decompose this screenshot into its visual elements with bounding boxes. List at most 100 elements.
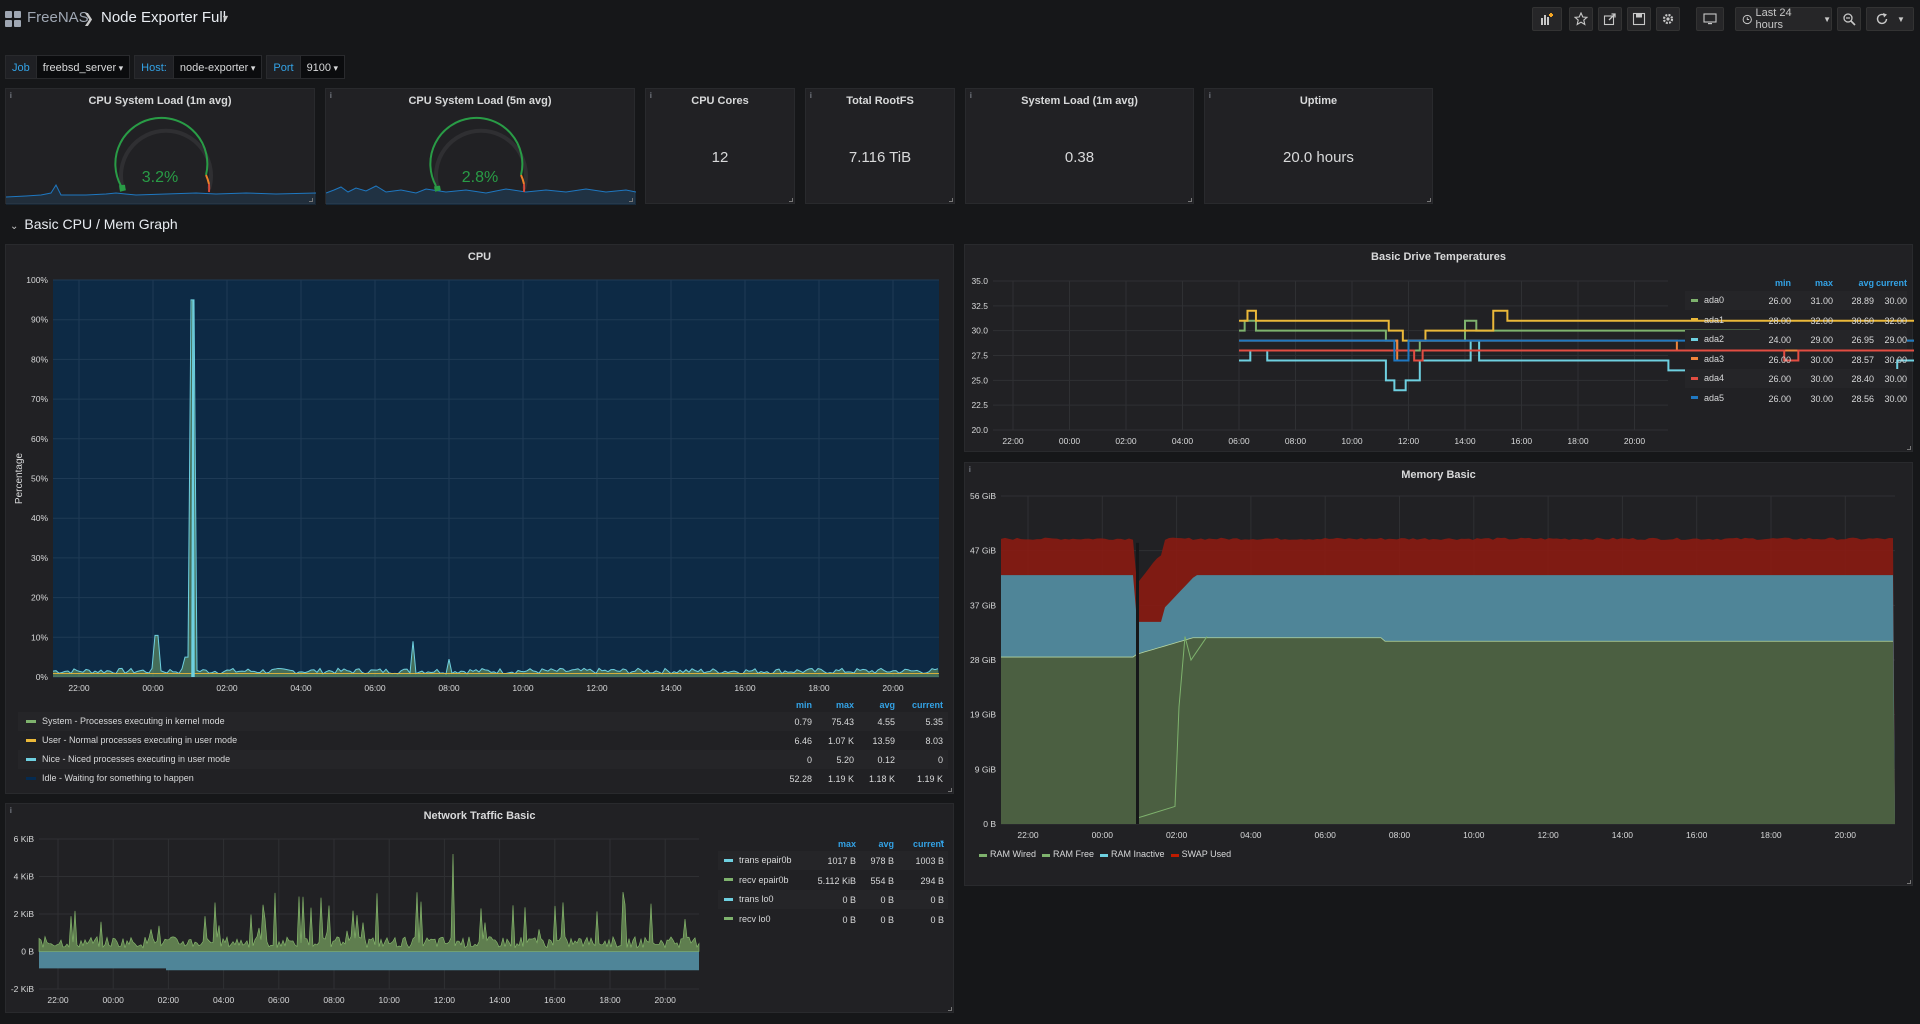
legend-label: ada3 — [1704, 353, 1725, 364]
refresh-button[interactable]: ▼ — [1866, 7, 1914, 31]
legend-item-ada1[interactable]: ada1 — [1691, 311, 1901, 329]
legend-header-min[interactable]: min — [795, 700, 812, 710]
y-tick-label: 35.0 — [971, 276, 988, 286]
legend-max: 30.00 — [1810, 393, 1833, 404]
x-tick-label: 00:00 — [1059, 436, 1081, 446]
legend-current: 30.00 — [1884, 354, 1907, 365]
legend-current: 32.00 — [1884, 315, 1907, 326]
panel-info-icon: i — [969, 465, 971, 474]
x-tick-label: 14:00 — [660, 683, 682, 693]
variable-port[interactable]: Port 9100 — [266, 55, 346, 79]
breadcrumb-app[interactable]: FreeNAS — [27, 9, 89, 26]
panel-title: CPU System Load (5m avg) — [408, 95, 552, 107]
time-range-picker[interactable]: Last 24 hours ▼ — [1735, 7, 1832, 31]
legend-label: ada4 — [1704, 373, 1725, 383]
zoom-out-icon — [1843, 13, 1856, 26]
legend-swatch — [1100, 854, 1109, 857]
tv-mode-button[interactable] — [1696, 7, 1724, 31]
dashboard-caret-icon[interactable]: ▼ — [221, 13, 230, 23]
x-tick-label: 16:00 — [544, 995, 566, 1005]
legend-swatch — [26, 719, 36, 723]
memory-basic-panel[interactable]: i Memory Basic 56 GiB 47 GiB 37 GiB 28 GiB 1… — [964, 462, 1913, 886]
legend-header-max[interactable]: max — [837, 839, 856, 849]
add-panel-button[interactable] — [1532, 7, 1562, 31]
y-tick-label: 0 B — [21, 947, 34, 957]
legend-item-user[interactable]: User - Normal processes executing in use… — [26, 731, 946, 749]
stat-panel-total-rootfs[interactable]: i Total RootFS 7.116 TiB — [805, 88, 955, 204]
legend-swatch — [724, 897, 733, 901]
legend-item-ada4[interactable]: ada4 — [1691, 369, 1901, 387]
legend-item-swap-used[interactable]: SWAP Used — [1170, 849, 1231, 859]
network-traffic-panel[interactable]: i Network Traffic Basic 6 KiB 4 KiB 2 KiB 0… — [5, 803, 954, 1013]
network-chart: 6 KiB 4 KiB 2 KiB 0 B -2 KiB 22:00 00:00 02:00 0… — [11, 834, 948, 1005]
legend-avg: 28.89 — [1851, 296, 1874, 306]
legend-min: 24.00 — [1768, 335, 1791, 345]
legend-item-ada3[interactable]: ada3 — [1691, 350, 1901, 368]
legend-item-ram-free[interactable]: RAM Free — [1042, 849, 1094, 859]
variable-job[interactable]: Job freebsd_server — [5, 55, 131, 79]
legend-item-ada5[interactable]: ada5 — [1691, 389, 1901, 407]
y-tick-label: 70% — [31, 394, 48, 404]
legend-header-avg[interactable]: avg — [878, 839, 894, 849]
dashboards-grid-icon[interactable] — [5, 11, 21, 27]
x-tick-label: 12:00 — [1398, 436, 1420, 446]
x-tick-label: 08:00 — [1285, 436, 1307, 446]
variable-host[interactable]: Host: node-exporter — [134, 55, 263, 79]
legend-item-nice[interactable]: Nice - Niced processes executing in user… — [26, 750, 946, 768]
share-button[interactable] — [1598, 7, 1622, 31]
variable-host-value[interactable]: node-exporter — [173, 55, 263, 79]
star-button[interactable] — [1569, 7, 1593, 31]
panel-title: Basic Drive Temperatures — [1371, 251, 1506, 263]
variable-job-label: Job — [5, 55, 37, 79]
legend-header-max[interactable]: max — [835, 700, 854, 710]
variable-job-value[interactable]: freebsd_server — [36, 55, 131, 79]
legend-label: Idle - Waiting for something to happen — [42, 773, 194, 783]
legend-label: trans epair0b — [739, 855, 792, 865]
x-tick-label: 04:00 — [1240, 830, 1262, 840]
stat-panel-uptime[interactable]: i Uptime 20.0 hours — [1204, 88, 1433, 204]
drive-temperatures-panel[interactable]: Basic Drive Temperatures 35.0 32.5 30.0 27.… — [964, 244, 1914, 452]
legend-item-trans-lo0[interactable]: trans lo0 — [724, 890, 944, 908]
legend-avg: 28.56 — [1851, 393, 1874, 404]
row-header-basic-cpu-mem[interactable]: ⌄ Basic CPU / Mem Graph — [10, 216, 178, 232]
legend-item-ada0[interactable]: ada0 — [1691, 291, 1901, 309]
x-tick-label: 02:00 — [216, 683, 238, 693]
resize-handle — [629, 198, 633, 202]
legend-current: 8.03 — [925, 736, 943, 746]
legend-header-min[interactable]: min — [1774, 278, 1791, 288]
legend-header-current[interactable]: current — [1875, 278, 1907, 288]
x-tick-label: 18:00 — [1567, 436, 1589, 446]
x-tick-label: 12:00 — [434, 995, 456, 1005]
legend-item-system[interactable]: System - Processes executing in kernel m… — [26, 712, 946, 730]
legend-item-ram-wired[interactable]: RAM Wired — [979, 849, 1036, 859]
variable-port-value[interactable]: 9100 — [300, 55, 346, 79]
legend-header-current[interactable]: current — [911, 700, 943, 710]
legend-min: 52.28 — [789, 774, 812, 784]
legend-min: 28.00 — [1768, 315, 1791, 326]
stat-panel-cpu-cores[interactable]: i CPU Cores 12 — [645, 88, 795, 204]
legend-item-idle[interactable]: Idle - Waiting for something to happen — [26, 769, 946, 787]
gauge-panel-cpu-load-1m[interactable]: i CPU System Load (1m avg) 3.2% — [5, 88, 316, 205]
y-axis-label: Percentage — [14, 452, 25, 504]
cpu-graph-panel[interactable]: CPU 100% 90% 80% 70% 60% 50% 40% 30% 20% 10% 0% 22:… — [5, 244, 954, 794]
zoom-out-button[interactable] — [1837, 7, 1861, 31]
legend-header-avg[interactable]: avg — [1858, 278, 1874, 288]
legend-item-recv-lo0[interactable]: recv lo0 — [724, 910, 944, 928]
legend-item-trans-epair0b[interactable]: trans epair0b — [724, 851, 944, 869]
gauge-panel-cpu-load-5m[interactable]: i CPU System Load (5m avg) 2.8% — [325, 88, 636, 205]
legend-item-recv-epair0b[interactable]: recv epair0b — [724, 871, 944, 889]
settings-button[interactable] — [1656, 7, 1680, 31]
legend-header-current[interactable]: current — [912, 839, 944, 849]
legend-header-avg[interactable]: avg — [879, 700, 895, 710]
stat-panel-system-load[interactable]: i System Load (1m avg) 0.38 — [965, 88, 1194, 204]
refresh-caret-icon: ▼ — [1897, 14, 1905, 24]
legend-item-ram-inactive[interactable]: RAM Inactive — [1100, 849, 1165, 859]
legend-max: 29.00 — [1810, 335, 1833, 345]
dashboard-title[interactable]: Node Exporter Full — [101, 9, 227, 26]
legend-row-bg — [18, 750, 948, 769]
legend-item-ada2[interactable]: ada2 — [1691, 330, 1901, 348]
save-icon — [1632, 12, 1646, 26]
legend-swatch — [1691, 357, 1698, 360]
legend-header-max[interactable]: max — [1814, 278, 1833, 288]
save-button[interactable] — [1627, 7, 1651, 31]
